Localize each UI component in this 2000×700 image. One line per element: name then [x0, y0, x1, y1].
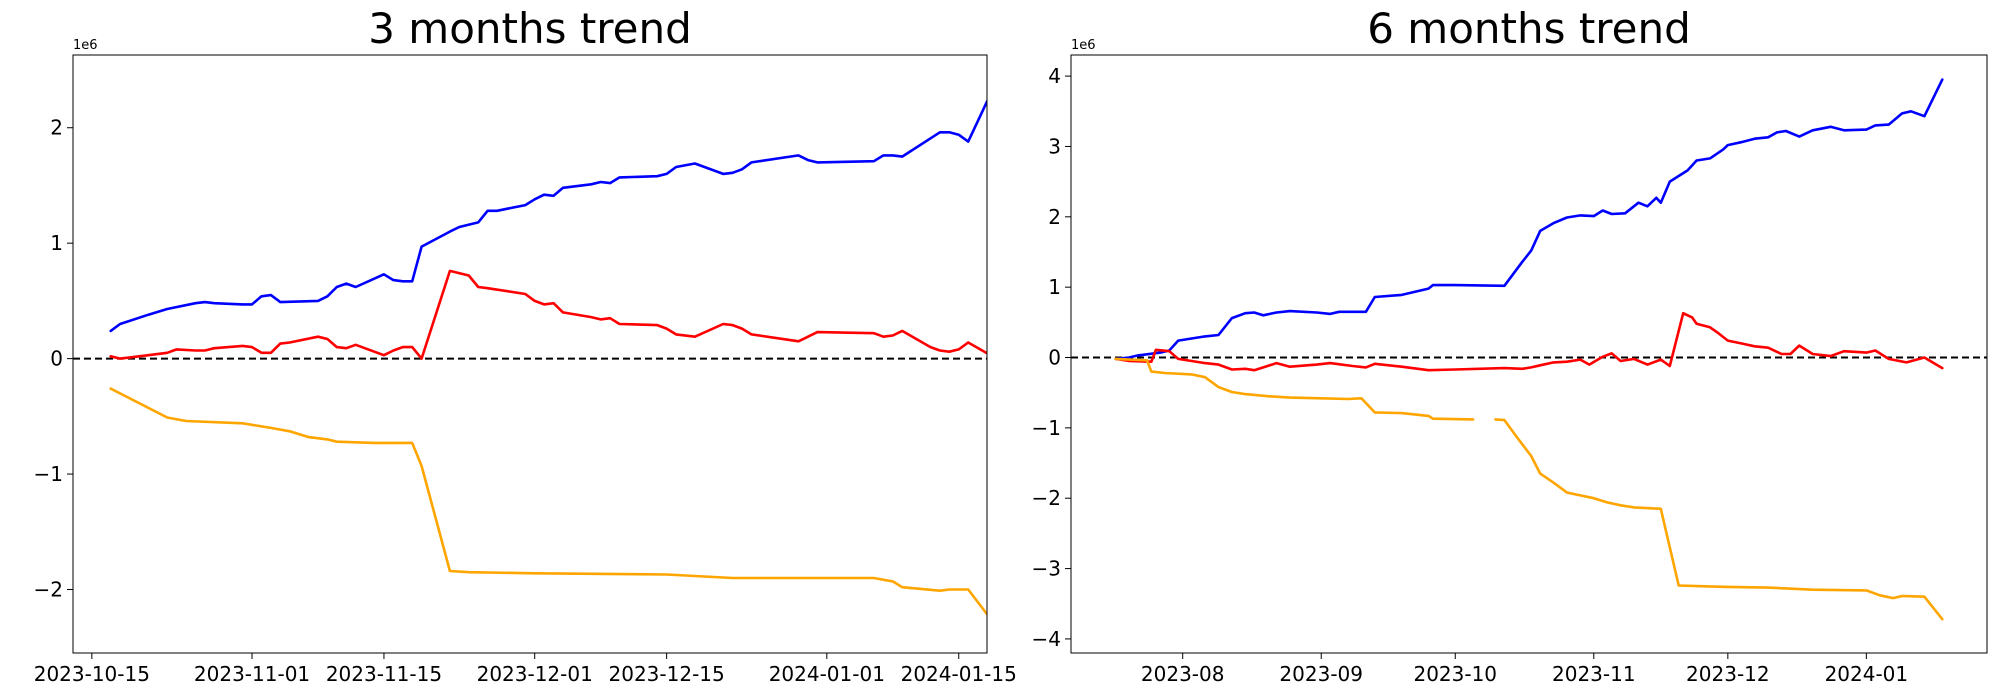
y-tick-label: 1 [50, 231, 63, 255]
y-tick-label: 4 [1048, 64, 1061, 88]
y-tick-label: 0 [1048, 346, 1061, 370]
red-series-line [1114, 311, 1944, 372]
y-tick-label: 2 [1048, 205, 1061, 229]
y-tick-label: 2 [50, 116, 63, 140]
x-tick-label: 2023-12-15 [609, 662, 725, 686]
orange-series-line [1114, 357, 1944, 621]
y-scale-label: 1e6 [73, 38, 98, 53]
y-tick-label: −1 [1032, 416, 1061, 440]
x-tick-label: 2023-12 [1686, 662, 1770, 686]
y-tick-label: 3 [1048, 134, 1061, 158]
x-tick-label: 2023-10-15 [34, 662, 150, 686]
x-tick-label: 2023-10 [1413, 662, 1497, 686]
y-scale-label: 1e6 [1071, 38, 1096, 53]
y-tick-label: −2 [34, 578, 63, 602]
blue-series-line [1114, 78, 1944, 361]
chart-3-months: 3 months trend 1e6 −2 −1 0 1 2 2023-10-15 2023-1… [34, 4, 1017, 686]
orange-series-line [109, 387, 987, 617]
x-tick-label: 2023-08 [1141, 662, 1225, 686]
x-tick-label: 2024-01 [1825, 662, 1909, 686]
x-tick-label: 2023-11-15 [326, 662, 442, 686]
y-tick-label: −4 [1032, 627, 1061, 651]
x-tick-label: 2024-01-01 [769, 662, 885, 686]
y-tick-label: −2 [1032, 486, 1061, 510]
plot-frame [72, 54, 988, 654]
x-tick-label: 2023-11 [1552, 662, 1636, 686]
y-tick-label: 1 [1048, 275, 1061, 299]
red-series-line [109, 269, 987, 360]
plot-frame [1070, 54, 1988, 654]
chart-title: 3 months trend [368, 4, 692, 53]
y-tick-label: 0 [50, 347, 63, 371]
y-tick-label: −3 [1032, 557, 1061, 581]
x-tick-label: 2024-01-15 [901, 662, 1017, 686]
y-tick-label: −1 [34, 462, 63, 486]
x-tick-label: 2023-09 [1279, 662, 1363, 686]
x-tick-label: 2023-11-01 [194, 662, 310, 686]
x-tick-label: 2023-12-01 [477, 662, 593, 686]
blue-series-line [109, 98, 987, 333]
chart-6-months: 6 months trend 1e6 −4 −3 −2 −1 0 1 2 3 4 2023-08 202… [1032, 4, 1988, 686]
chart-title: 6 months trend [1367, 4, 1691, 53]
